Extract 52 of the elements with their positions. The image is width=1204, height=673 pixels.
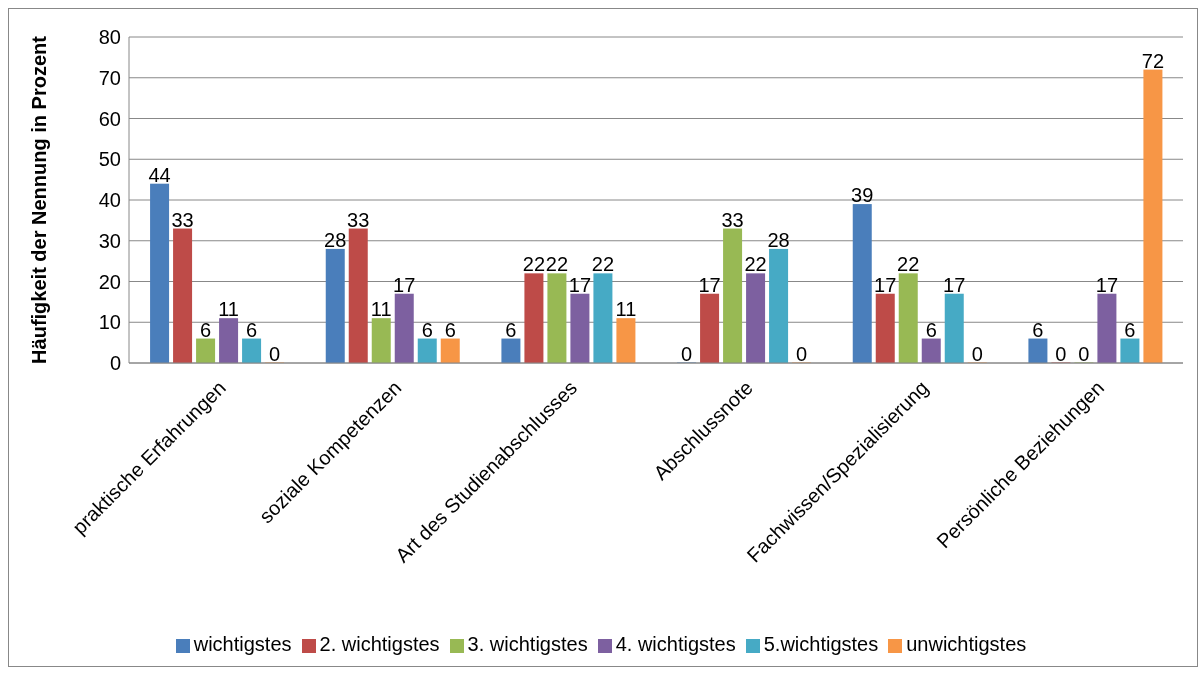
data-label: 17: [943, 273, 966, 296]
data-label: 6: [246, 318, 258, 341]
data-label: 17: [1095, 273, 1119, 296]
y-tick-label: 70: [98, 66, 121, 89]
y-axis-title: Häufigkeit der Nennung in Prozent: [28, 35, 51, 364]
data-label: 0: [1055, 343, 1067, 365]
data-label: 17: [393, 273, 416, 296]
y-tick-label: 50: [98, 148, 121, 171]
data-label: 11: [218, 298, 239, 321]
y-tick-label: 60: [98, 107, 121, 130]
data-label: 22: [522, 253, 546, 276]
y-tick-label: 30: [98, 229, 121, 252]
data-label: 6: [925, 318, 937, 341]
data-label: 33: [347, 208, 370, 231]
data-label: 0: [1078, 343, 1090, 365]
y-tick-label: 80: [98, 26, 121, 49]
data-label: 39: [851, 184, 874, 207]
data-label: 0: [681, 343, 693, 365]
data-label: 33: [171, 208, 194, 231]
data-label: 11: [370, 298, 392, 321]
data-label: 11: [615, 298, 637, 321]
data-label: 6: [421, 318, 433, 341]
data-label: 6: [200, 318, 212, 341]
data-label: 0: [796, 343, 808, 365]
data-label: 6: [505, 318, 517, 341]
data-label: 6: [1124, 318, 1136, 341]
data-label: 28: [767, 228, 790, 251]
data-label: 6: [444, 318, 456, 341]
data-label: 72: [1141, 49, 1165, 72]
legend-label: 3. wichtigstes: [467, 633, 588, 655]
data-label: 22: [545, 253, 569, 276]
legend-label: unwichtigstes: [906, 633, 1027, 655]
data-label: 17: [568, 273, 592, 296]
legend-label: wichtigstes: [193, 633, 292, 655]
y-tick-label: 0: [109, 352, 121, 375]
y-tick-label: 40: [98, 189, 121, 212]
data-label: 6: [1032, 318, 1044, 341]
data-label: 0: [971, 343, 983, 365]
legend-label: 5.wichtigstes: [763, 633, 879, 655]
data-label: 22: [591, 253, 615, 276]
data-label: 17: [698, 273, 721, 296]
data-label: 17: [874, 273, 897, 296]
y-tick-label: 20: [98, 270, 121, 293]
data-label: 44: [148, 163, 171, 186]
legend-label: 2. wichtigstes: [319, 633, 440, 655]
y-tick-label: 10: [98, 311, 121, 334]
data-label: 22: [744, 253, 767, 276]
data-label: 22: [897, 253, 920, 276]
data-label: 0: [269, 343, 281, 365]
legend-label: 4. wichtigstes: [615, 633, 736, 655]
data-label: 33: [721, 208, 744, 231]
data-label: 28: [324, 228, 347, 251]
